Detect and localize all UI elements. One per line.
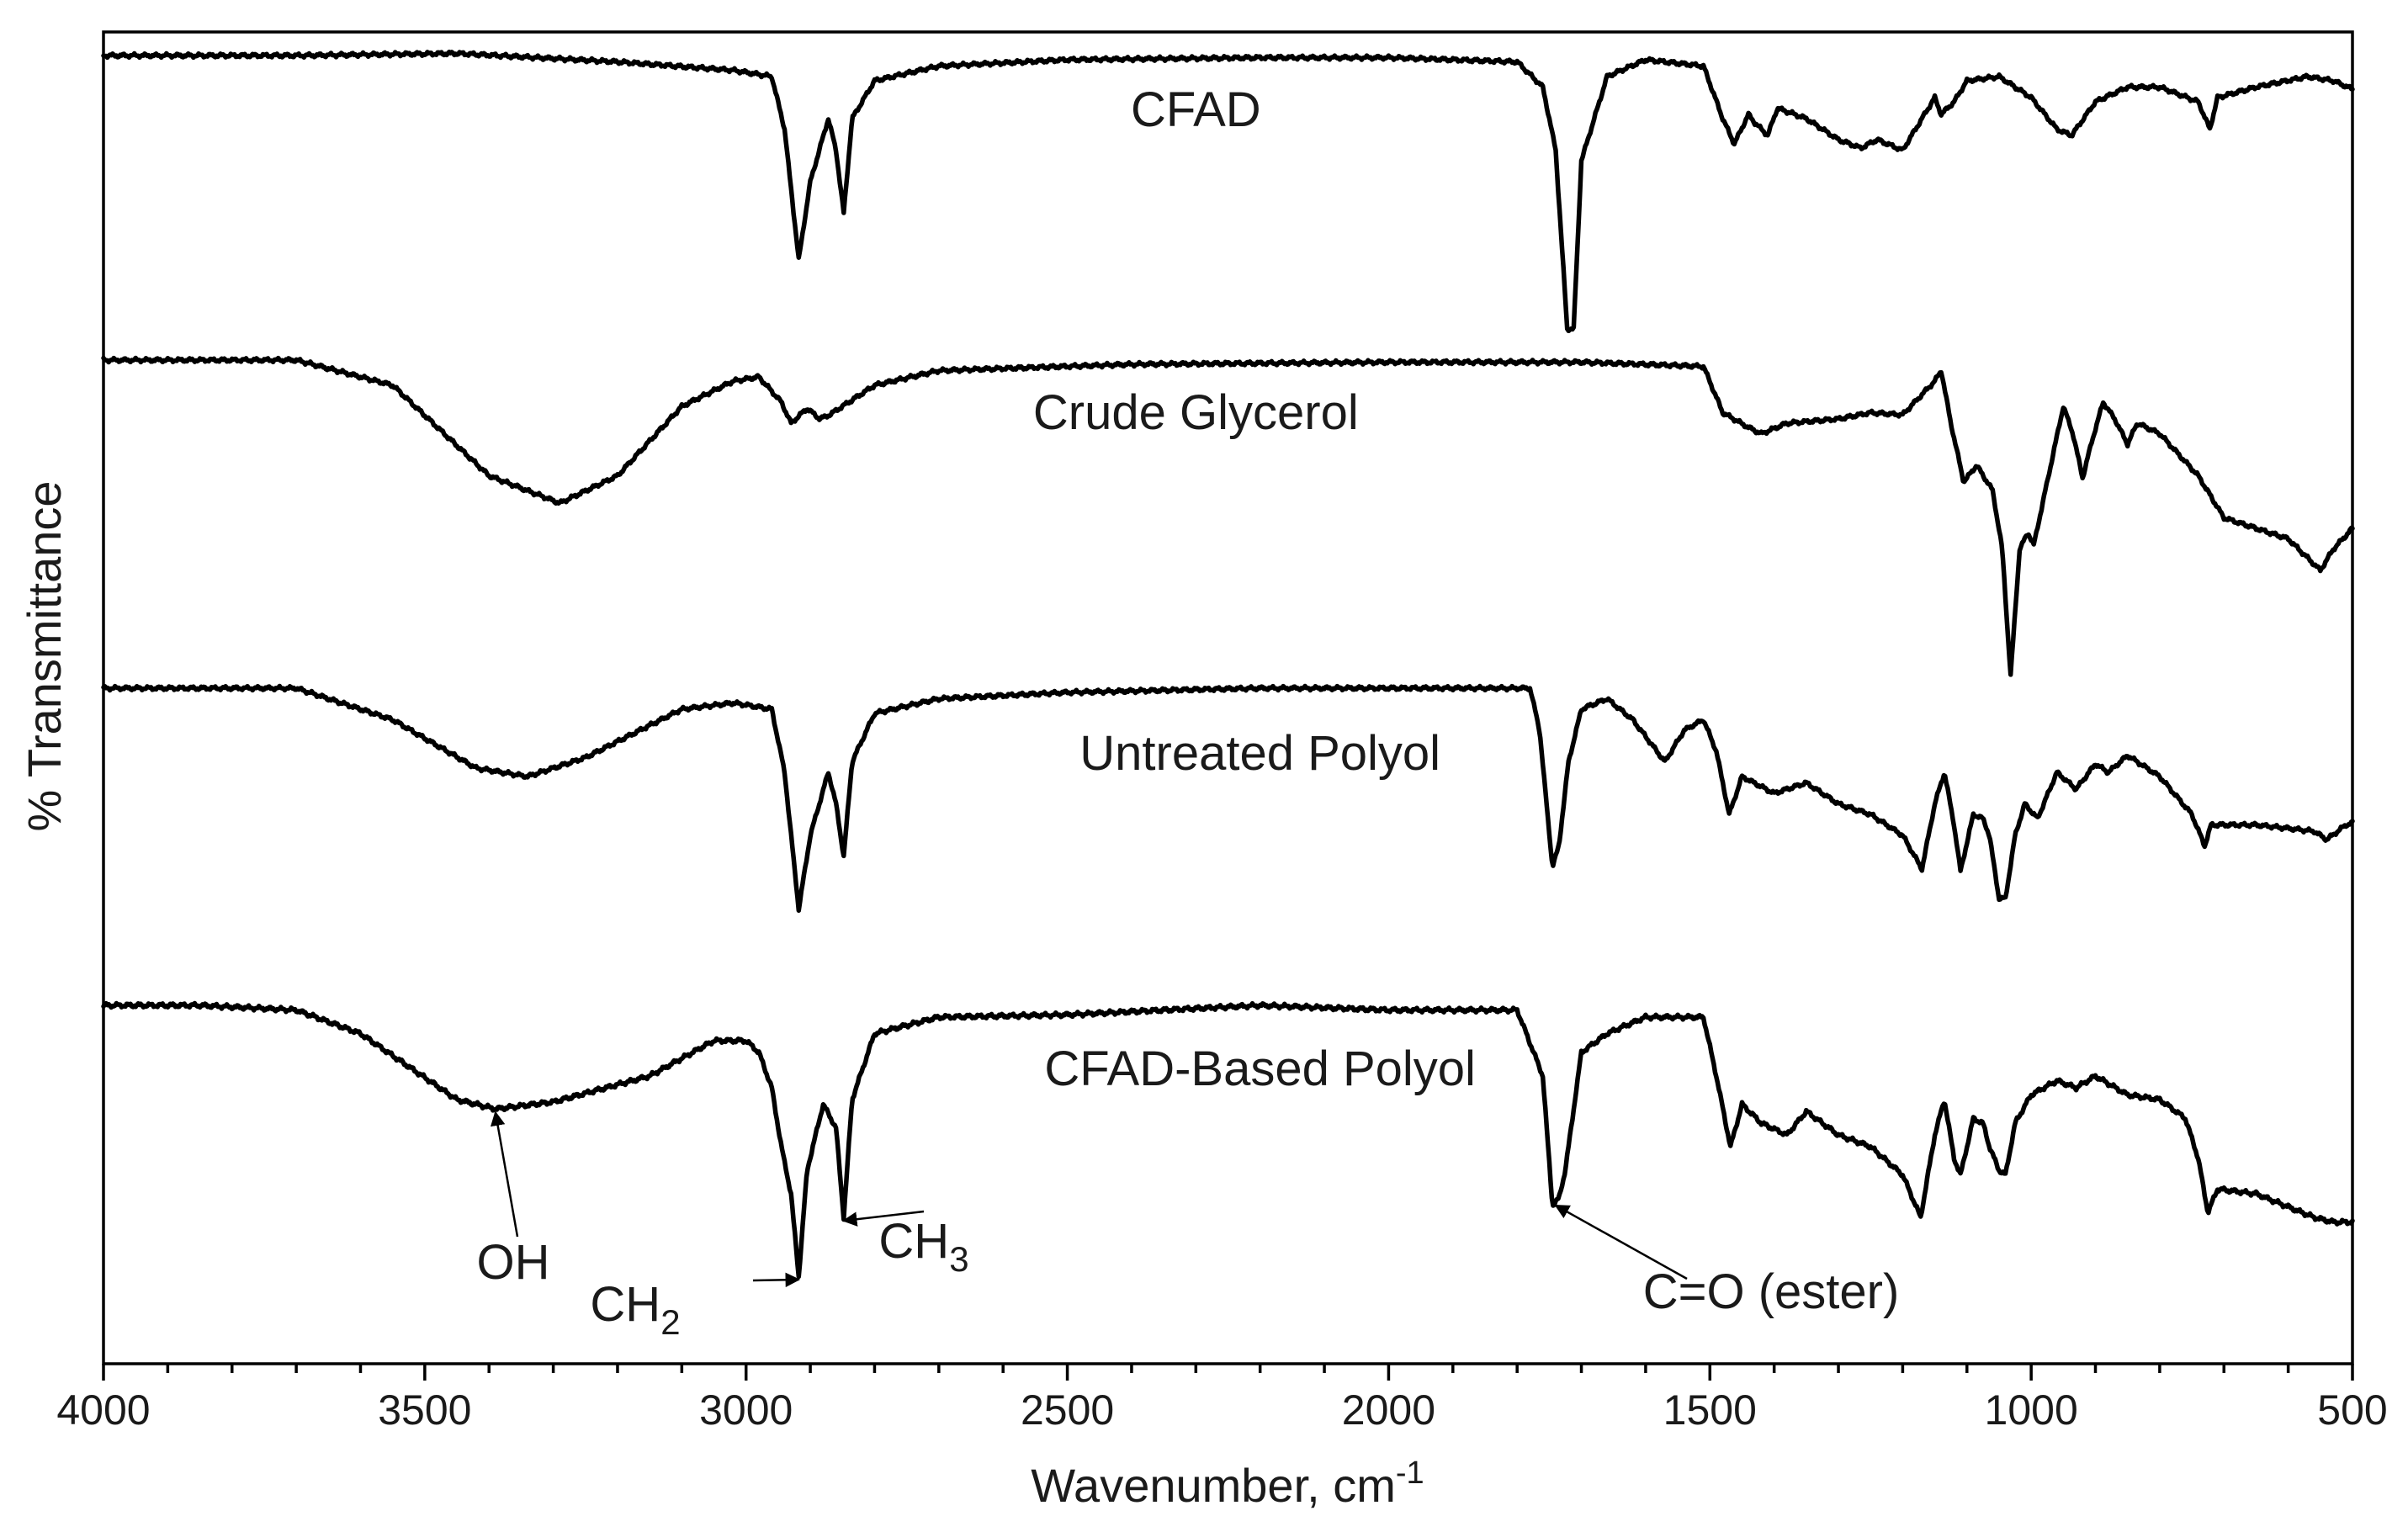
spectrum-line xyxy=(101,50,2355,334)
spectra-group xyxy=(101,50,2355,1280)
x-tick-label: 2000 xyxy=(1342,1386,1435,1434)
x-tick-label: 1000 xyxy=(1985,1386,2078,1434)
spectrum-line xyxy=(101,683,2355,913)
annotation-arrow xyxy=(490,1111,519,1238)
annotation-label: OH xyxy=(477,1235,550,1290)
y-axis-label: % Transmittance xyxy=(18,480,71,831)
x-axis-ticks xyxy=(102,1364,2354,1381)
series-label: CFAD-Based Polyol xyxy=(1044,1042,1476,1096)
annotation-label: CH2 xyxy=(590,1277,680,1342)
x-tick-label: 1500 xyxy=(1663,1386,1757,1434)
annotation-label: CH3 xyxy=(878,1214,968,1279)
x-tick-label: 3500 xyxy=(378,1386,471,1434)
x-axis-tick-labels: 4000 3500 3000 2500 2000 1500 1000 500 xyxy=(56,1386,2387,1434)
x-tick-label: 3000 xyxy=(699,1386,793,1434)
series-label: Crude Glycerol xyxy=(1033,385,1359,440)
annotation-arrow xyxy=(842,1210,925,1227)
x-tick-label: 500 xyxy=(2317,1386,2387,1434)
annotation-label: C=O (ester) xyxy=(1643,1264,1900,1319)
plot-frame xyxy=(102,30,2354,1365)
x-tick-label: 4000 xyxy=(56,1386,150,1434)
annotations: OH CH2 CH3 C=O (ester) xyxy=(477,1111,1900,1342)
x-tick-label: 2500 xyxy=(1021,1386,1114,1434)
series-labels: CFAD Crude Glycerol Untreated Polyol CFAD-B… xyxy=(1033,82,1476,1096)
spectrum-line xyxy=(101,355,2355,677)
spectrum-line xyxy=(101,1000,2355,1280)
series-label: CFAD xyxy=(1131,82,1261,137)
annotation-arrow xyxy=(1554,1204,1688,1280)
series-label: Untreated Polyol xyxy=(1079,726,1440,781)
x-axis-label: Wavenumber, cm-1 xyxy=(1031,1455,1424,1512)
